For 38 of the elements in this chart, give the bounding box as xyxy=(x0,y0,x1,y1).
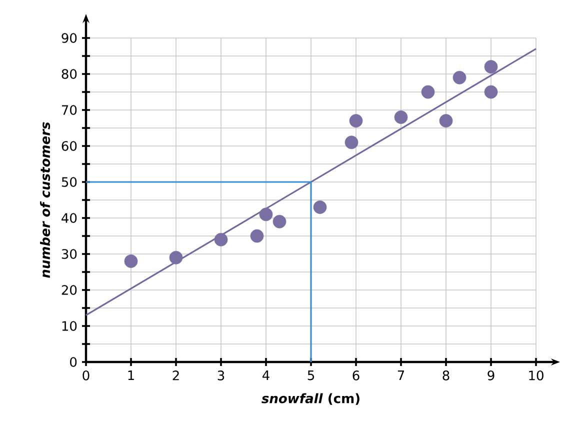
x-tick-label: 4 xyxy=(262,370,270,380)
point xyxy=(124,254,138,268)
point xyxy=(484,60,498,74)
y-tick-label: 0 xyxy=(70,357,77,367)
x-tick-label: 6 xyxy=(352,370,360,380)
point xyxy=(421,85,435,99)
point xyxy=(214,232,228,246)
point xyxy=(250,229,264,243)
point xyxy=(259,208,273,222)
y-tick-label: 90 xyxy=(62,33,77,43)
point xyxy=(313,200,327,214)
y-tick-label: 20 xyxy=(62,285,77,295)
x-tick-label: 1 xyxy=(128,370,134,380)
point xyxy=(344,136,358,150)
y-tick-label: 40 xyxy=(62,213,77,223)
x-tick-label: 10 xyxy=(529,370,544,380)
x-tick-label: 3 xyxy=(218,370,224,380)
x-tick-label: 8 xyxy=(442,370,450,380)
x-tick-label: 7 xyxy=(398,370,404,380)
y-tick-label: 70 xyxy=(62,105,77,115)
point xyxy=(439,114,453,128)
point xyxy=(169,250,183,264)
y-tick-label: 30 xyxy=(62,249,77,259)
point xyxy=(349,114,363,128)
y-tick-label: 80 xyxy=(62,69,77,79)
x-tick-label: 2 xyxy=(172,370,179,380)
x-axis-title: snowfall (cm) xyxy=(262,393,360,405)
x-tick-label: 9 xyxy=(488,370,494,380)
x-tick-label: 5 xyxy=(308,370,314,380)
y-axis-title: number of customers xyxy=(40,122,50,278)
y-tick-label: 50 xyxy=(62,177,77,187)
point xyxy=(394,110,408,124)
y-tick-label: 10 xyxy=(62,321,77,331)
y-tick-label: 60 xyxy=(62,141,77,151)
x-tick-label: 0 xyxy=(82,370,90,380)
point xyxy=(484,85,498,99)
point xyxy=(452,70,466,84)
point xyxy=(272,214,286,228)
